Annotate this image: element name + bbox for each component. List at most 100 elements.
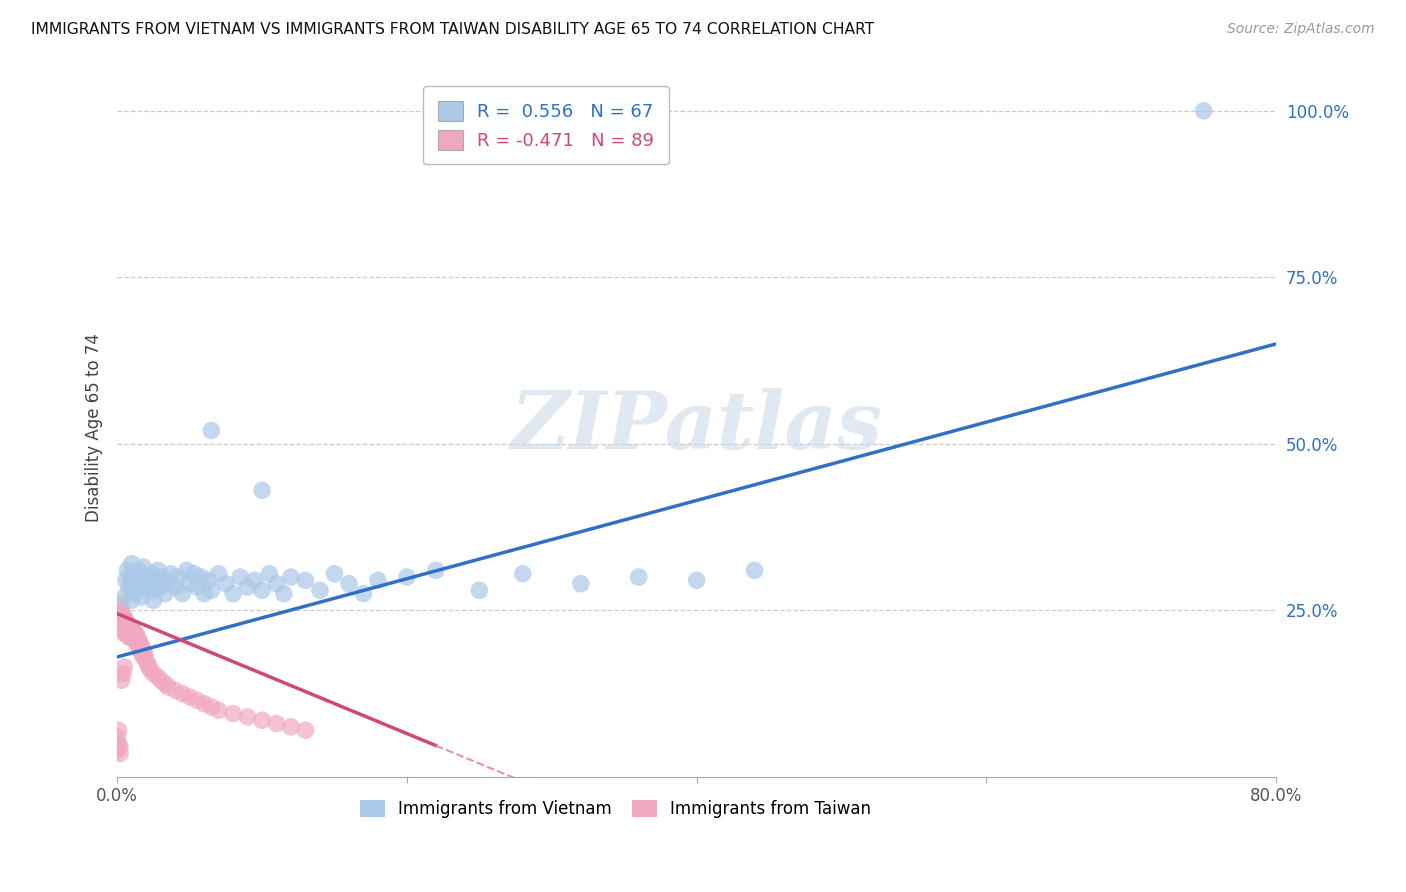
Point	[134, 580, 156, 594]
Point	[117, 563, 139, 577]
Point	[121, 557, 143, 571]
Point	[266, 576, 288, 591]
Point	[114, 613, 136, 627]
Point	[236, 710, 259, 724]
Point	[131, 640, 153, 654]
Point	[222, 587, 245, 601]
Point	[200, 700, 222, 714]
Point	[115, 574, 138, 588]
Point	[114, 660, 136, 674]
Point	[172, 687, 194, 701]
Point	[114, 616, 136, 631]
Point	[125, 633, 148, 648]
Point	[179, 690, 201, 704]
Point	[128, 637, 150, 651]
Text: Source: ZipAtlas.com: Source: ZipAtlas.com	[1227, 22, 1375, 37]
Point	[142, 593, 165, 607]
Point	[222, 706, 245, 721]
Point	[627, 570, 650, 584]
Point	[273, 587, 295, 601]
Point	[111, 610, 134, 624]
Point	[134, 647, 156, 661]
Point	[259, 566, 281, 581]
Point	[121, 620, 143, 634]
Point	[1192, 103, 1215, 118]
Point	[146, 563, 169, 577]
Point	[114, 624, 136, 638]
Point	[229, 570, 252, 584]
Point	[132, 650, 155, 665]
Point	[207, 703, 229, 717]
Point	[294, 723, 316, 738]
Point	[165, 683, 187, 698]
Point	[111, 666, 134, 681]
Point	[131, 590, 153, 604]
Point	[156, 680, 179, 694]
Text: ZIPatlas: ZIPatlas	[510, 388, 883, 466]
Point	[250, 483, 273, 498]
Point	[236, 580, 259, 594]
Point	[143, 583, 166, 598]
Point	[111, 624, 134, 638]
Point	[138, 574, 160, 588]
Point	[108, 739, 131, 754]
Point	[183, 566, 205, 581]
Point	[120, 570, 142, 584]
Point	[280, 570, 302, 584]
Point	[110, 673, 132, 688]
Point	[193, 587, 215, 601]
Point	[128, 633, 150, 648]
Point	[186, 693, 208, 707]
Point	[744, 563, 766, 577]
Point	[122, 576, 145, 591]
Point	[367, 574, 389, 588]
Point	[120, 630, 142, 644]
Point	[200, 583, 222, 598]
Point	[153, 676, 176, 690]
Point	[569, 576, 592, 591]
Point	[120, 620, 142, 634]
Point	[108, 607, 131, 621]
Point	[200, 424, 222, 438]
Point	[118, 624, 141, 638]
Point	[115, 620, 138, 634]
Point	[190, 570, 212, 584]
Point	[176, 563, 198, 577]
Point	[179, 576, 201, 591]
Y-axis label: Disability Age 65 to 74: Disability Age 65 to 74	[86, 333, 103, 522]
Point	[122, 626, 145, 640]
Point	[250, 583, 273, 598]
Point	[107, 737, 129, 751]
Point	[124, 630, 146, 644]
Point	[136, 583, 159, 598]
Point	[105, 730, 128, 744]
Point	[512, 566, 534, 581]
Point	[117, 616, 139, 631]
Point	[105, 607, 128, 621]
Point	[266, 716, 288, 731]
Point	[127, 580, 149, 594]
Point	[129, 574, 152, 588]
Point	[118, 620, 141, 634]
Legend: Immigrants from Vietnam, Immigrants from Taiwan: Immigrants from Vietnam, Immigrants from…	[353, 793, 877, 824]
Point	[468, 583, 491, 598]
Point	[150, 570, 173, 584]
Point	[207, 566, 229, 581]
Point	[111, 620, 134, 634]
Point	[117, 626, 139, 640]
Point	[108, 597, 131, 611]
Point	[149, 580, 172, 594]
Point	[114, 590, 136, 604]
Text: IMMIGRANTS FROM VIETNAM VS IMMIGRANTS FROM TAIWAN DISABILITY AGE 65 TO 74 CORREL: IMMIGRANTS FROM VIETNAM VS IMMIGRANTS FR…	[31, 22, 875, 37]
Point	[121, 624, 143, 638]
Point	[115, 626, 138, 640]
Point	[142, 666, 165, 681]
Point	[125, 626, 148, 640]
Point	[128, 640, 150, 654]
Point	[122, 624, 145, 638]
Point	[118, 580, 141, 594]
Point	[141, 566, 163, 581]
Point	[127, 637, 149, 651]
Point	[129, 637, 152, 651]
Point	[138, 660, 160, 674]
